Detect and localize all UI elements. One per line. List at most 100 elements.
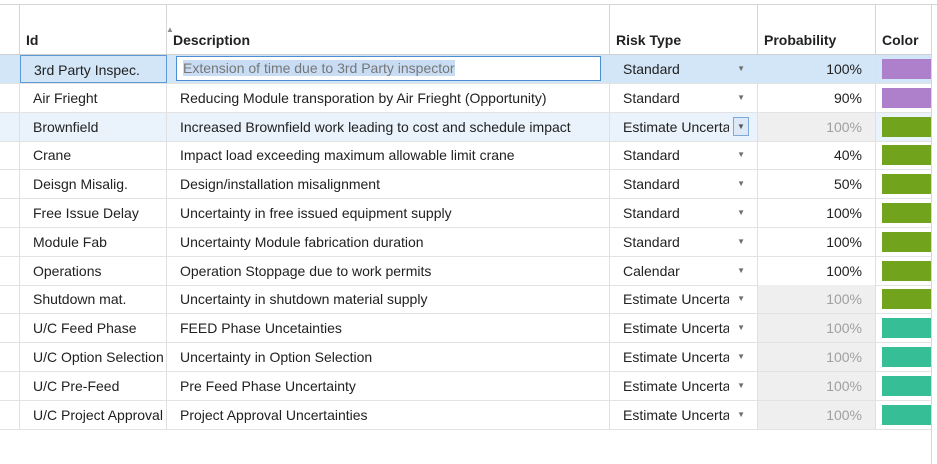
cell-risk-type[interactable]: Standard ▼ xyxy=(610,83,758,112)
color-swatch[interactable] xyxy=(882,289,931,310)
chevron-down-icon[interactable]: ▼ xyxy=(737,236,745,246)
table-row[interactable]: 3rd Party Inspec. Extension of time due t… xyxy=(0,55,931,84)
cell-color[interactable] xyxy=(876,343,931,371)
dropdown-button-icon[interactable]: ▼ xyxy=(733,116,749,136)
color-swatch[interactable] xyxy=(882,59,931,79)
row-selector[interactable] xyxy=(0,371,20,400)
column-header-id[interactable]: Id ▲ xyxy=(20,4,174,54)
cell-description[interactable]: Pre Feed Phase Uncertainty xyxy=(167,371,610,400)
color-swatch[interactable] xyxy=(882,145,931,166)
cell-probability[interactable]: 100% xyxy=(758,256,876,285)
cell-color[interactable] xyxy=(876,113,931,141)
table-row[interactable]: Crane Impact load exceeding maximum allow… xyxy=(0,141,931,171)
color-swatch[interactable] xyxy=(882,260,931,281)
color-swatch[interactable] xyxy=(882,347,931,367)
table-row[interactable]: U/C Option Selection Uncertainty in Optio… xyxy=(0,343,931,372)
cell-description[interactable]: Impact load exceeding maximum allowable … xyxy=(167,141,610,170)
table-row[interactable]: Module Fab Uncertainty Module fabrication… xyxy=(0,227,931,257)
cell-risk-type[interactable]: Standard ▼ xyxy=(610,199,758,227)
table-row[interactable]: U/C Feed Phase FEED Phase Uncetainties Est… xyxy=(0,314,931,344)
row-selector[interactable] xyxy=(0,343,20,371)
cell-probability[interactable]: 40% xyxy=(758,141,876,170)
cell-id[interactable]: Module Fab xyxy=(20,227,167,256)
cell-risk-type[interactable]: Estimate Uncertainty▼ xyxy=(610,314,758,343)
column-header-risk-type[interactable]: Risk Type xyxy=(610,4,758,54)
row-selector[interactable] xyxy=(0,400,20,429)
chevron-down-icon[interactable]: ▼ xyxy=(737,208,745,217)
chevron-down-icon[interactable]: ▼ xyxy=(737,294,745,304)
cell-probability[interactable]: 100% xyxy=(758,199,876,227)
column-header-description[interactable]: Description xyxy=(167,4,610,54)
cell-id[interactable]: U/C Feed Phase xyxy=(20,314,167,343)
cell-color[interactable] xyxy=(876,285,931,313)
cell-id[interactable]: U/C Project Approval xyxy=(20,400,167,429)
chevron-down-icon[interactable]: ▼ xyxy=(737,409,745,419)
row-selector[interactable] xyxy=(0,170,20,199)
cell-color[interactable] xyxy=(876,141,931,169)
chevron-down-icon[interactable]: ▼ xyxy=(737,150,745,160)
cell-id[interactable]: 3rd Party Inspec. xyxy=(20,55,167,83)
color-swatch[interactable] xyxy=(882,231,931,252)
cell-description[interactable]: Operation Stoppage due to work permits xyxy=(167,256,610,285)
row-selector[interactable] xyxy=(0,199,20,227)
color-swatch[interactable] xyxy=(882,375,931,396)
row-selector[interactable] xyxy=(0,256,20,285)
color-swatch[interactable] xyxy=(882,318,931,339)
color-swatch[interactable] xyxy=(882,87,931,108)
cell-probability[interactable]: 90% xyxy=(758,83,876,112)
cell-color[interactable] xyxy=(876,170,931,198)
row-selector[interactable] xyxy=(0,141,20,170)
table-row[interactable]: Shutdown mat. Uncertainty in shutdown mat… xyxy=(0,285,931,315)
chevron-down-icon[interactable]: ▼ xyxy=(737,380,745,390)
color-swatch[interactable] xyxy=(882,174,931,195)
row-selector[interactable] xyxy=(0,227,20,256)
table-row[interactable]: Air Frieght Reducing Module transporation… xyxy=(0,83,931,113)
table-row[interactable]: Free Issue Delay Uncertainty in free issu… xyxy=(0,199,931,228)
cell-description[interactable]: Uncertainty in Option Selection xyxy=(167,343,610,371)
row-selector[interactable] xyxy=(0,314,20,343)
cell-color[interactable] xyxy=(876,401,931,429)
cell-description[interactable]: Uncertainty in shutdown material supply xyxy=(167,285,610,314)
cell-risk-type[interactable]: Standard ▼ xyxy=(610,227,758,256)
row-selector[interactable] xyxy=(0,285,20,314)
cell-id[interactable]: U/C Pre-Feed xyxy=(20,371,167,400)
row-selector[interactable] xyxy=(0,112,20,141)
chevron-down-icon[interactable]: ▼ xyxy=(737,323,745,333)
table-row[interactable]: U/C Project Approval Project Approval Unc… xyxy=(0,400,931,430)
color-swatch[interactable] xyxy=(882,116,931,137)
cell-risk-type[interactable]: Estimate Uncertainty▼ xyxy=(610,343,758,371)
cell-description[interactable]: FEED Phase Uncetainties xyxy=(167,314,610,343)
table-row[interactable]: Brownfield Increased Brownfield work lead… xyxy=(0,112,931,142)
cell-id[interactable]: Deisgn Misalig. xyxy=(20,170,167,199)
cell-probability[interactable]: 100% xyxy=(758,227,876,256)
cell-id[interactable]: Shutdown mat. xyxy=(20,285,167,314)
description-edit-input[interactable]: Extension of time due to 3rd Party inspe… xyxy=(176,56,601,81)
cell-risk-type[interactable]: Estimate Uncertainty▼ xyxy=(610,112,758,141)
color-swatch[interactable] xyxy=(882,203,931,223)
chevron-down-icon[interactable]: ▼ xyxy=(737,92,745,102)
table-row[interactable]: Deisgn Misalig. Design/installation misal… xyxy=(0,170,931,200)
cell-id[interactable]: Air Frieght xyxy=(20,83,167,112)
chevron-down-icon[interactable]: ▼ xyxy=(737,179,745,189)
table-row[interactable]: U/C Pre-Feed Pre Feed Phase Uncertainty Es… xyxy=(0,371,931,401)
cell-probability[interactable]: 100% xyxy=(758,55,876,83)
cell-risk-type[interactable]: Standard ▼ xyxy=(610,170,758,199)
color-swatch[interactable] xyxy=(882,404,931,425)
row-selector[interactable] xyxy=(0,55,20,83)
cell-id[interactable]: Brownfield xyxy=(20,112,167,141)
cell-risk-type[interactable]: Standard ▼ xyxy=(610,141,758,170)
cell-id[interactable]: Operations xyxy=(20,256,167,285)
cell-risk-type[interactable]: Calendar ▼ xyxy=(610,256,758,285)
cell-id[interactable]: Crane xyxy=(20,141,167,170)
cell-color[interactable] xyxy=(876,199,931,227)
cell-id[interactable]: Free Issue Delay xyxy=(20,199,167,227)
cell-risk-type[interactable]: Estimate Uncertainty▼ xyxy=(610,371,758,400)
cell-description[interactable]: Uncertainty Module fabrication duration xyxy=(167,227,610,256)
chevron-down-icon[interactable]: ▼ xyxy=(737,352,745,361)
chevron-down-icon[interactable]: ▼ xyxy=(737,64,745,73)
table-row[interactable]: Operations Operation Stoppage due to work… xyxy=(0,256,931,286)
cell-description[interactable]: Project Approval Uncertainties xyxy=(167,400,610,429)
cell-description[interactable]: Extension of time due to 3rd Party inspe… xyxy=(167,55,610,83)
cell-description[interactable]: Uncertainty in free issued equipment sup… xyxy=(167,199,610,227)
row-selector[interactable] xyxy=(0,83,20,112)
